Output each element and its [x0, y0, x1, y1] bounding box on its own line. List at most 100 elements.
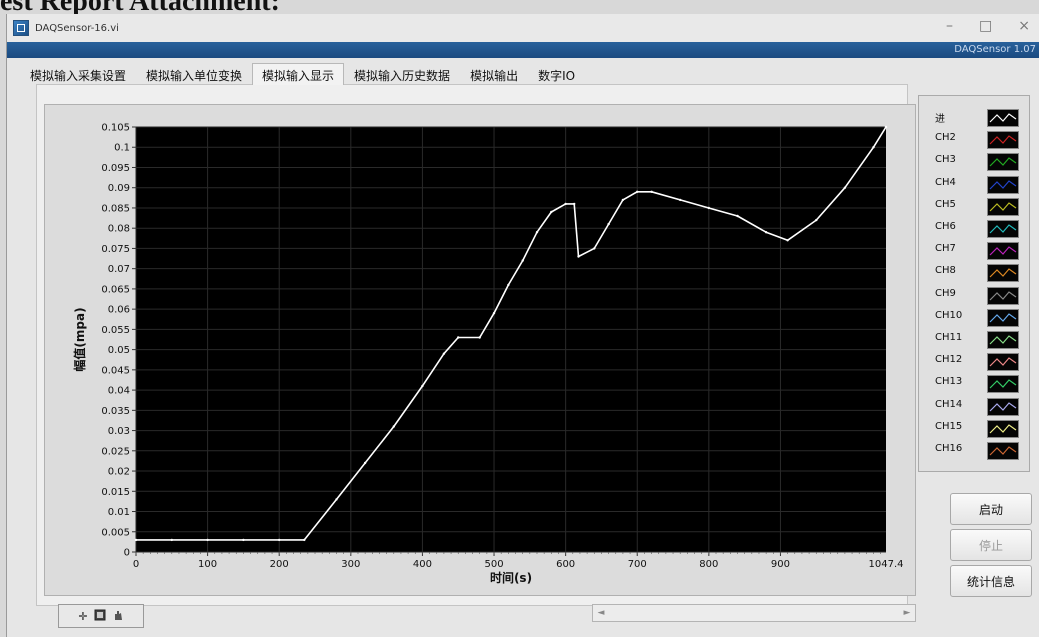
- data-point: [206, 538, 209, 542]
- cursor-icon[interactable]: ✛: [78, 609, 88, 623]
- x-axis-label: 时间(s): [490, 570, 532, 585]
- maximize-icon[interactable]: □: [979, 18, 993, 34]
- close-icon[interactable]: ×: [1018, 18, 1030, 34]
- legend-label: CH9: [935, 287, 956, 299]
- legend-label: CH7: [935, 243, 956, 255]
- y-tick-label: 0.015: [101, 487, 130, 498]
- legend-item[interactable]: CH8: [919, 261, 1029, 283]
- legend-swatch: [987, 375, 1019, 394]
- data-point: [335, 498, 338, 501]
- legend-swatch: [987, 264, 1019, 283]
- data-point: [607, 222, 610, 226]
- legend-item[interactable]: CH3: [919, 150, 1029, 172]
- y-tick-label: 0.04: [108, 386, 130, 397]
- graph-palette: ✛: [58, 604, 144, 628]
- legend-label: CH10: [935, 309, 963, 321]
- data-point: [636, 190, 639, 193]
- legend-label: 进: [935, 114, 945, 125]
- data-point: [884, 125, 888, 129]
- minimize-icon[interactable]: –: [946, 18, 954, 34]
- x-tick-label: 700: [628, 559, 647, 570]
- x-tick-label: 0: [133, 559, 139, 570]
- data-point: [593, 247, 596, 250]
- legend-item[interactable]: CH11: [919, 328, 1029, 350]
- start-button[interactable]: 启动: [950, 493, 1032, 525]
- y-tick-label: 0.09: [108, 183, 130, 194]
- y-tick-label: 0.05: [108, 345, 130, 356]
- statistics-button[interactable]: 统计信息: [950, 565, 1032, 597]
- legend-item[interactable]: CH9: [919, 284, 1029, 306]
- data-point: [303, 538, 306, 542]
- y-tick-label: 0.065: [101, 284, 130, 295]
- title-bar: DAQSensor-16.vi – □ ×: [7, 14, 1039, 42]
- legend-item[interactable]: CH7: [919, 239, 1029, 261]
- x-tick-label: 1047.4: [869, 559, 904, 570]
- data-point: [421, 384, 424, 388]
- legend-item[interactable]: CH10: [919, 306, 1029, 328]
- data-point: [815, 218, 818, 222]
- x-tick-label: 900: [771, 559, 790, 570]
- scroll-right-icon[interactable]: ►: [903, 608, 911, 618]
- legend-swatch: [987, 197, 1019, 216]
- y-tick-label: 0.01: [108, 507, 130, 518]
- legend-item[interactable]: CH5: [919, 195, 1029, 217]
- x-tick-label: 400: [413, 559, 432, 570]
- data-point: [521, 259, 524, 262]
- legend-label: CH12: [935, 354, 963, 366]
- legend-swatch: [987, 286, 1019, 305]
- scroll-left-icon[interactable]: ◄: [597, 608, 605, 618]
- legend-item[interactable]: CH15: [919, 417, 1029, 439]
- data-point: [242, 538, 245, 542]
- x-tick-label: 300: [341, 559, 360, 570]
- report-heading: est Report Attachment:: [0, 0, 280, 17]
- legend-label: CH2: [935, 132, 956, 144]
- legend-item[interactable]: CH6: [919, 217, 1029, 239]
- tab-ai-unit-conversion[interactable]: 模拟输入单位变换: [146, 69, 243, 83]
- data-point: [478, 336, 481, 339]
- tab-ai-acquisition-settings[interactable]: 模拟输入采集设置: [30, 69, 127, 83]
- data-point: [535, 231, 539, 234]
- plot-legend: 进 CH2 CH3 CH4 CH5 CH6 CH7 CH8 CH9 CH10 CH11 CH12 CH1…: [918, 95, 1030, 472]
- y-tick-label: 0.07: [108, 264, 130, 275]
- data-point: [621, 198, 625, 202]
- y-tick-label: 0.095: [101, 163, 130, 174]
- window-title: DAQSensor-16.vi: [35, 22, 119, 34]
- legend-swatch: [987, 308, 1019, 327]
- tab-digital-io[interactable]: 数字IO: [538, 69, 576, 83]
- horizontal-scrollbar[interactable]: ◄ ►: [592, 604, 916, 622]
- stop-button[interactable]: 停止: [950, 529, 1032, 561]
- legend-item[interactable]: CH2: [919, 128, 1029, 150]
- x-tick-label: 500: [484, 559, 503, 570]
- hand-icon[interactable]: [112, 609, 124, 624]
- legend-swatch: [987, 242, 1019, 261]
- tab-analog-output[interactable]: 模拟输出: [470, 69, 519, 83]
- data-point: [843, 186, 847, 189]
- y-tick-label: 0.055: [101, 325, 130, 336]
- legend-item[interactable]: CH12: [919, 350, 1029, 372]
- tab-ai-history[interactable]: 模拟输入历史数据: [354, 69, 451, 83]
- data-point: [573, 202, 576, 206]
- legend-swatch: [987, 419, 1019, 438]
- legend-label: CH8: [935, 265, 956, 277]
- y-tick-label: 0.02: [108, 467, 130, 478]
- legend-item[interactable]: CH16: [919, 439, 1029, 461]
- zoom-icon[interactable]: [94, 609, 106, 624]
- legend-item[interactable]: CH4: [919, 173, 1029, 195]
- y-axis-label: 幅值(mpa): [72, 307, 87, 371]
- legend-label: CH6: [935, 221, 956, 232]
- waveform-graph: 0 0.005 0.01 0.015 0.02 0.025 0.03 0.035 0.04 0.0…: [72, 123, 904, 586]
- legend-item[interactable]: CH13: [919, 372, 1029, 394]
- legend-swatch: [987, 131, 1019, 150]
- tab-ai-display[interactable]: 模拟输入显示: [252, 63, 345, 85]
- data-point: [550, 210, 553, 214]
- x-tick-label: 200: [270, 559, 289, 570]
- x-tick-label: 800: [699, 559, 718, 570]
- tab-bar: 模拟输入采集设置 模拟输入单位变换 模拟输入显示 模拟输入历史数据 模拟输出 数…: [20, 63, 585, 85]
- data-point: [363, 461, 367, 465]
- legend-label: CH16: [935, 443, 963, 454]
- data-point: [577, 255, 580, 258]
- legend-item[interactable]: CH14: [919, 395, 1029, 417]
- data-point: [786, 239, 789, 242]
- legend-label: CH5: [935, 198, 956, 210]
- legend-item[interactable]: 进: [919, 106, 1029, 128]
